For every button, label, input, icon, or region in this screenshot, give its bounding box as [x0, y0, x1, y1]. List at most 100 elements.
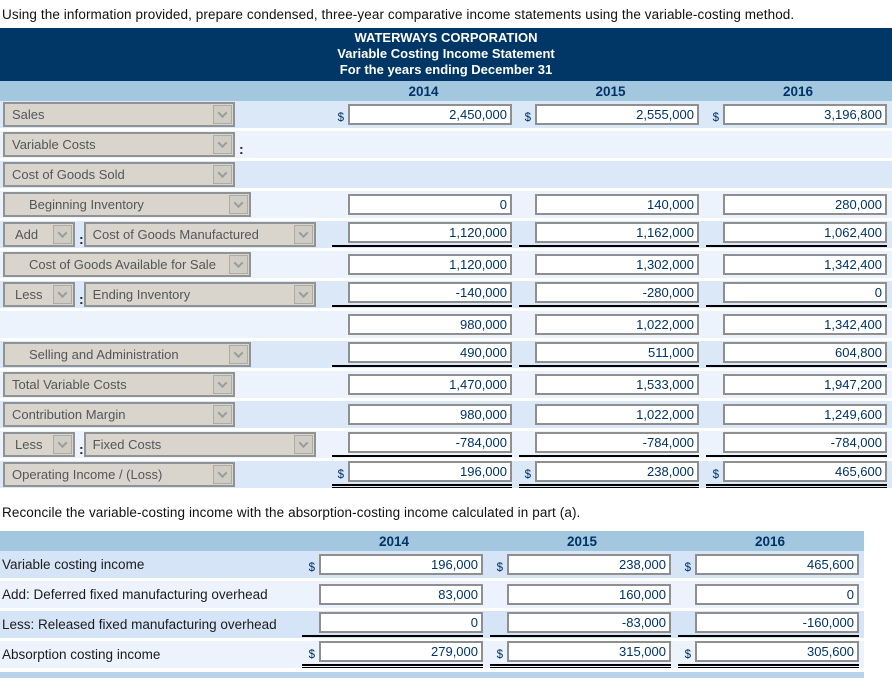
chevron-down-icon [53, 285, 72, 304]
amount-input-2015[interactable] [535, 314, 699, 335]
year-2014-header: 2014 [408, 83, 439, 99]
amount-cell [517, 311, 704, 338]
amount-input-2016[interactable] [723, 404, 887, 425]
amount-input-2016[interactable] [723, 432, 887, 453]
account-select[interactable]: Selling and Administration [3, 342, 251, 367]
amount-input-2016[interactable] [723, 374, 887, 395]
amount-input-2016[interactable] [723, 194, 887, 215]
amount-cell [488, 581, 676, 608]
amount-cell [330, 221, 517, 248]
amount-input-2014[interactable] [348, 404, 512, 425]
amount-input-2015[interactable] [535, 194, 699, 215]
amount-input-2016[interactable] [723, 314, 887, 335]
amount-input-2015[interactable] [535, 342, 699, 363]
amount-input-2016[interactable] [695, 641, 859, 662]
account-select-value: Cost of Goods Sold [12, 167, 125, 182]
statement-header: WATERWAYS CORPORATION Variable Costing I… [0, 28, 892, 81]
amount-input-2014[interactable] [348, 104, 512, 125]
amount-cell [676, 581, 864, 608]
account-select[interactable]: Total Variable Costs [3, 372, 235, 397]
chevron-down-icon [229, 195, 248, 214]
account-select-value: Selling and Administration [29, 347, 179, 362]
amount-input-2014[interactable] [348, 254, 512, 275]
amount-input-2015[interactable] [535, 461, 699, 482]
account-select[interactable]: Contribution Margin [3, 402, 235, 427]
dollar-sign: $ [337, 111, 344, 124]
amount-input-2015[interactable] [507, 554, 671, 575]
amount-input-2014[interactable] [319, 584, 483, 605]
amount-cell [488, 611, 676, 638]
amount-input-2014[interactable] [348, 222, 512, 243]
amount-input-2014[interactable] [319, 612, 483, 633]
year-2015-header: 2015 [595, 83, 626, 99]
account-select-value: Cost of Goods Available for Sale [29, 257, 216, 272]
amount-cell [330, 371, 517, 398]
dollar-sign: $ [308, 561, 315, 574]
amount-input-2014[interactable] [348, 374, 512, 395]
account-select[interactable]: Less [3, 282, 75, 307]
account-select[interactable]: Operating Income / (Loss) [3, 462, 235, 487]
amount-cell: $ [330, 461, 517, 488]
dollar-sign: $ [496, 561, 503, 574]
amount-cell [517, 221, 704, 248]
amount-input-2016[interactable] [695, 584, 859, 605]
statement-row [0, 311, 892, 341]
amount-cell: $ [488, 551, 676, 578]
amount-input-2016[interactable] [695, 554, 859, 575]
amount-input-2015[interactable] [507, 641, 671, 662]
amount-cell [704, 371, 892, 398]
amount-input-2015[interactable] [535, 104, 699, 125]
amount-input-2016[interactable] [723, 254, 887, 275]
income-statement-table: WATERWAYS CORPORATION Variable Costing I… [0, 28, 892, 491]
amount-input-2015[interactable] [535, 432, 699, 453]
amount-input-2014[interactable] [348, 432, 512, 453]
amount-input-2015[interactable] [507, 612, 671, 633]
year-2014-header: 2014 [378, 533, 410, 549]
amount-input-2015[interactable] [535, 222, 699, 243]
amount-input-2014[interactable] [348, 282, 512, 303]
account-select[interactable]: Less [3, 432, 75, 457]
amount-input-2016[interactable] [723, 222, 887, 243]
account-select[interactable]: Variable Costs [3, 132, 235, 157]
reconciliation-rows: Variable costing income $ $ $ Add: Deferred … [0, 551, 864, 671]
amount-cell [330, 191, 517, 218]
statement-row: Less: Fixed Costs [0, 431, 892, 461]
amount-input-2014[interactable] [348, 194, 512, 215]
amount-input-2015[interactable] [535, 282, 699, 303]
amount-input-2016[interactable] [723, 342, 887, 363]
amount-input-2016[interactable] [723, 104, 887, 125]
amount-input-2016[interactable] [723, 282, 887, 303]
row-label: Absorption costing income [2, 647, 161, 662]
amount-input-2016[interactable] [723, 461, 887, 482]
amount-input-2014[interactable] [319, 554, 483, 575]
account-select[interactable]: Add [3, 222, 75, 247]
account-select[interactable]: Beginning Inventory [3, 192, 251, 217]
amount-cell [704, 191, 892, 218]
dollar-sign: $ [337, 468, 344, 481]
amount-input-2015[interactable] [535, 254, 699, 275]
amount-input-2014[interactable] [348, 461, 512, 482]
reconciliation-row: Absorption costing income $ $ $ [0, 641, 864, 671]
dollar-sign: $ [308, 648, 315, 661]
account-select[interactable]: Ending Inventory [83, 282, 316, 307]
amount-input-2014[interactable] [348, 314, 512, 335]
row-label-area: Add: Deferred fixed manufacturing overhe… [0, 581, 300, 608]
account-select[interactable]: Fixed Costs [83, 432, 316, 457]
chevron-down-icon [213, 105, 232, 124]
amount-cell: $ [676, 641, 864, 668]
amount-input-2016[interactable] [695, 612, 859, 633]
account-select-value: Add [15, 227, 39, 242]
chevron-down-icon [293, 435, 313, 454]
statement-row: Add: Cost of Goods Manufactured [0, 221, 892, 251]
statement-row: Beginning Inventory [0, 191, 892, 221]
amount-input-2015[interactable] [507, 584, 671, 605]
amount-input-2015[interactable] [535, 374, 699, 395]
account-select[interactable]: Cost of Goods Sold [3, 162, 235, 187]
amount-input-2014[interactable] [319, 641, 483, 662]
account-select[interactable]: Cost of Goods Manufactured [83, 222, 316, 247]
account-select[interactable]: Cost of Goods Available for Sale [3, 252, 251, 277]
reconciliation-table: 2014 2015 2016 Variable costing income $ $… [0, 531, 864, 678]
account-select[interactable]: Sales [3, 102, 235, 127]
amount-input-2014[interactable] [348, 342, 512, 363]
amount-input-2015[interactable] [535, 404, 699, 425]
